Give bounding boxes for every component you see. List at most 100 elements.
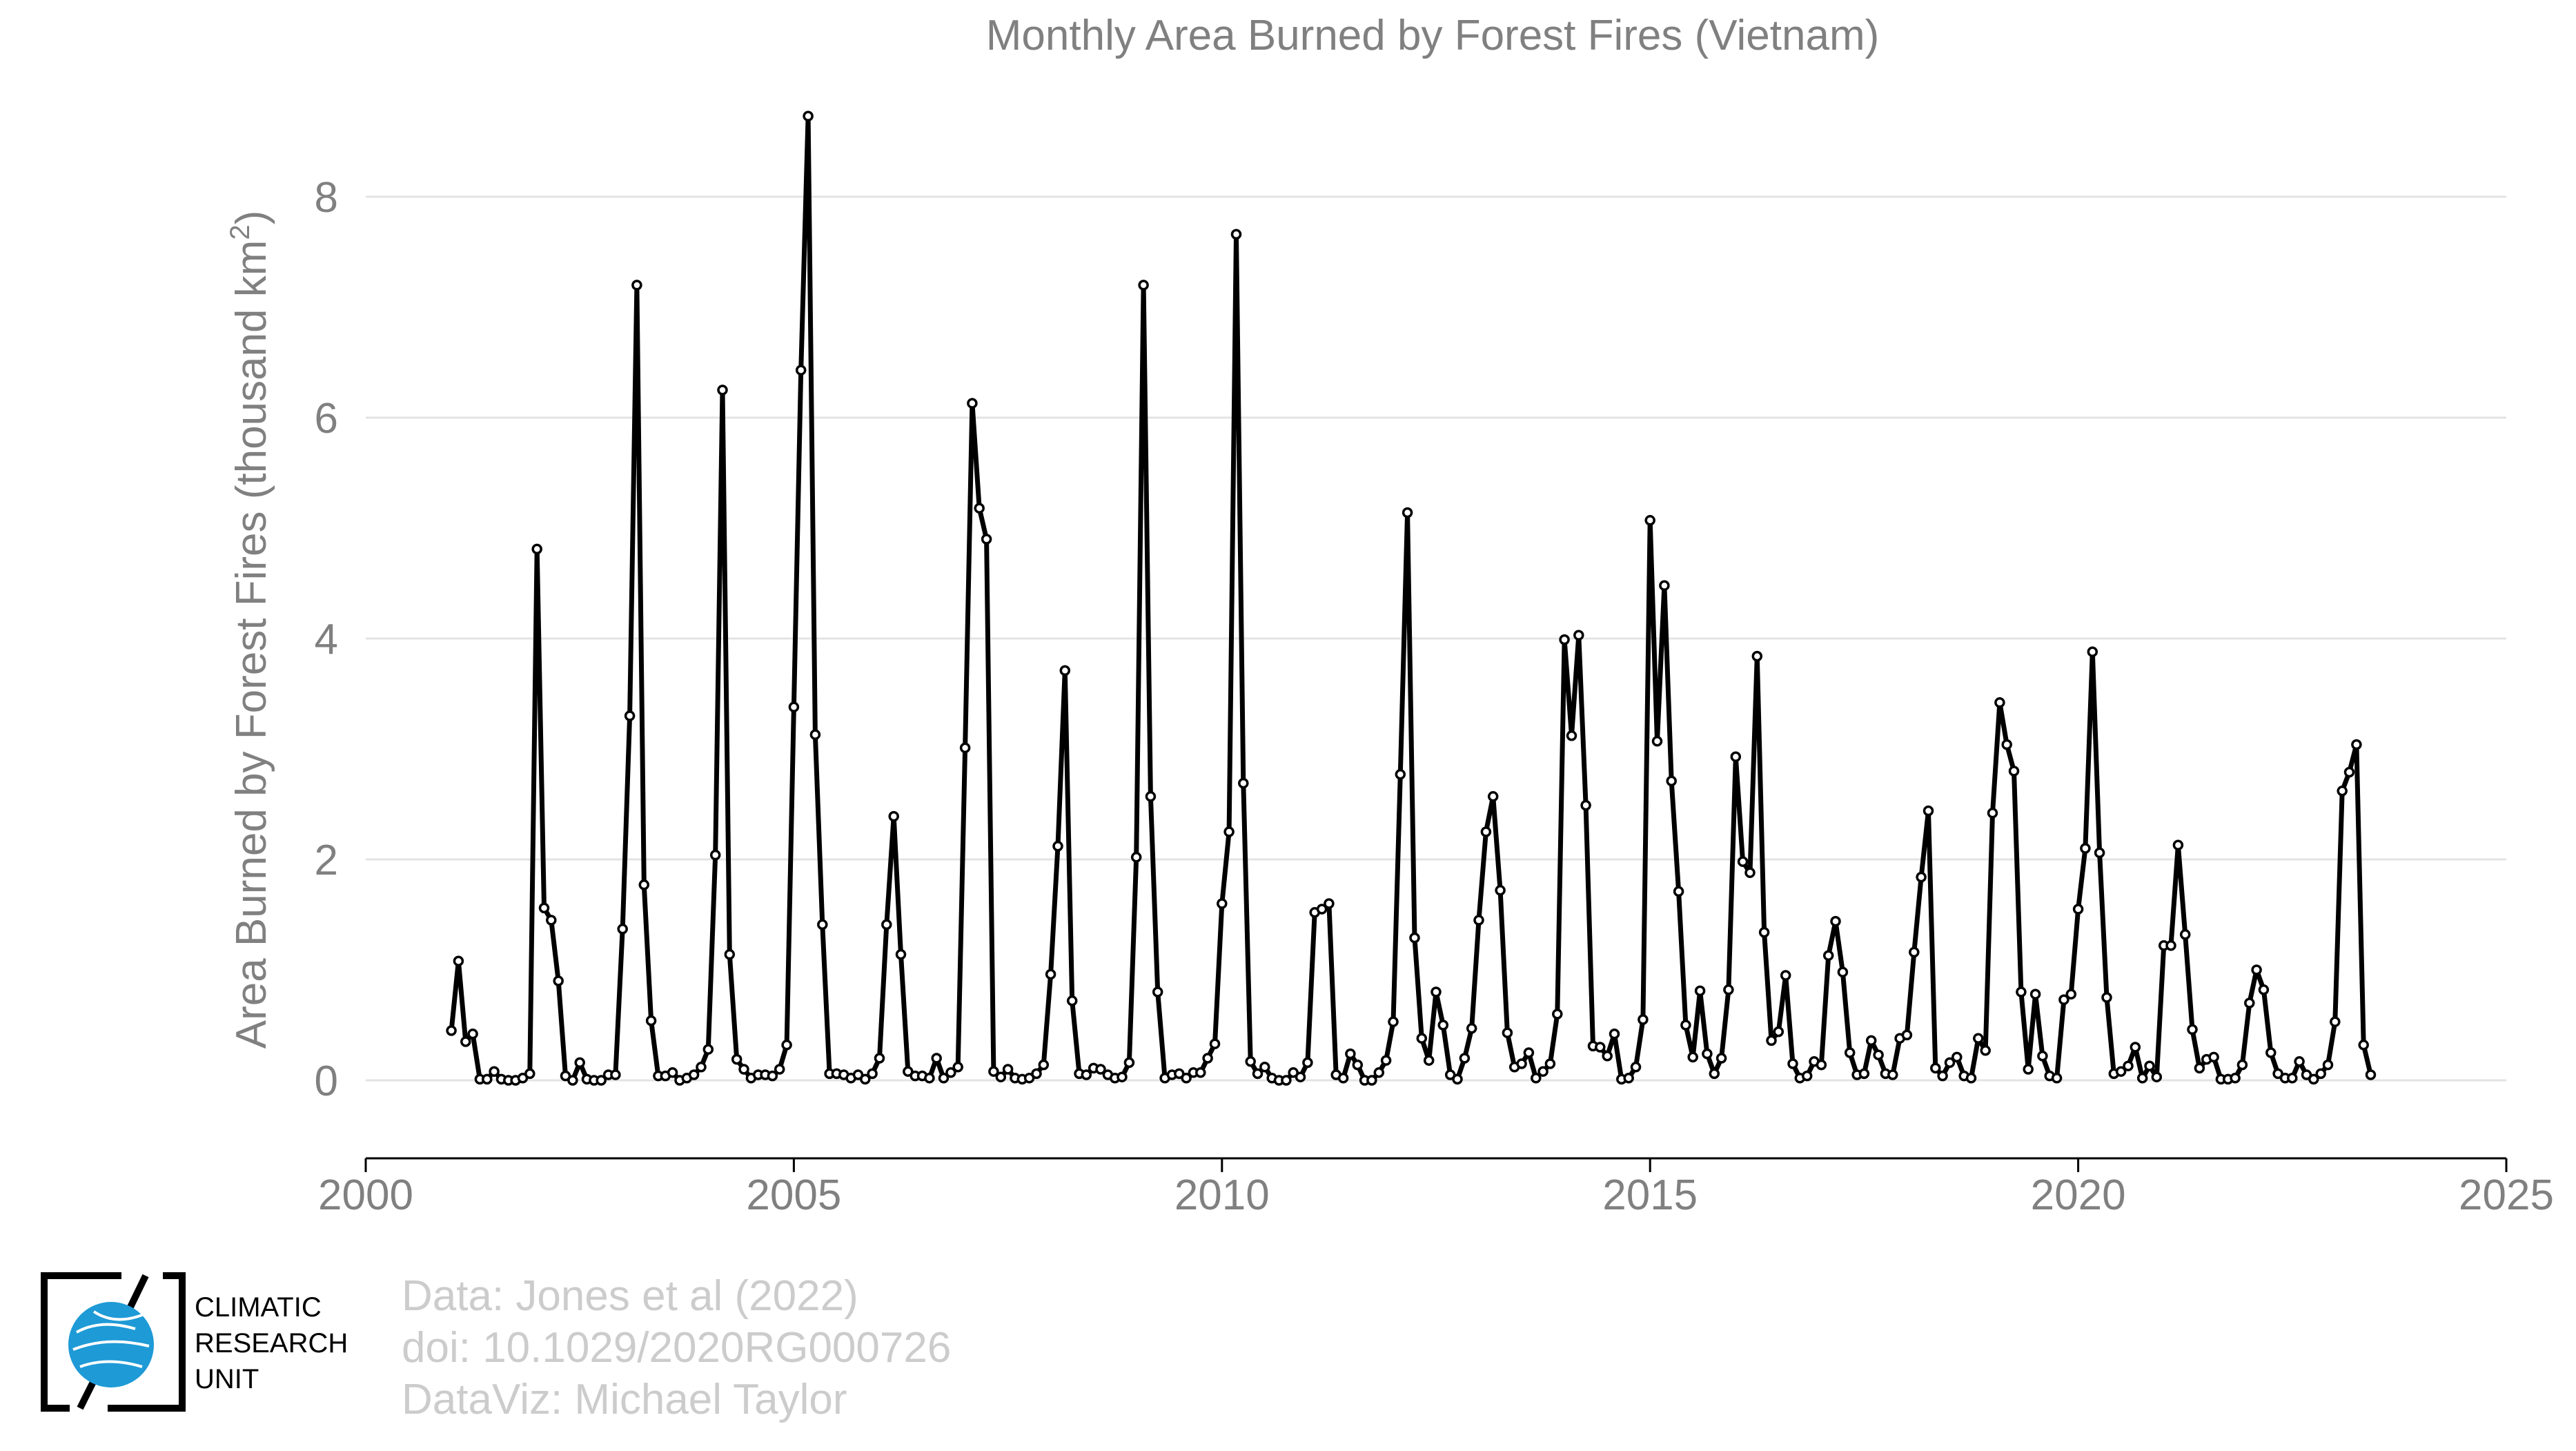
data-point (1858, 1068, 1870, 1080)
data-point (1395, 769, 1406, 780)
data-point (2358, 1040, 2369, 1051)
data-point (1994, 697, 2005, 708)
data-point (645, 1015, 657, 1026)
data-point (446, 1025, 457, 1036)
data-point (1644, 515, 1655, 526)
data-point (1130, 852, 1142, 863)
data-point (1609, 1029, 1620, 1040)
y-axis-ticks: 0 2 4 6 8 (315, 174, 338, 1105)
data-point (1230, 228, 1242, 240)
data-point (1744, 867, 1756, 878)
data-point (2115, 1066, 2127, 1077)
data-point (2337, 786, 2348, 797)
data-point (1209, 1038, 1221, 1049)
data-point (1152, 986, 1163, 997)
data-point (2365, 1069, 2377, 1080)
data-point (767, 1070, 778, 1082)
data-point (1602, 1051, 1613, 1062)
data-point (553, 975, 564, 986)
data-point (1666, 775, 1677, 787)
data-point (638, 879, 650, 890)
logo-bracket-left (41, 1272, 121, 1412)
data-point (1423, 1055, 1435, 1066)
data-point (524, 1068, 535, 1080)
data-point (1252, 1068, 1264, 1080)
data-point (2051, 1073, 2063, 1084)
logo-bracket-right (108, 1272, 186, 1412)
data-point (1002, 1064, 1014, 1075)
data-point (1580, 799, 1591, 811)
data-point (2094, 847, 2105, 859)
data-point (1052, 841, 1063, 852)
data-point (1352, 1059, 1364, 1071)
data-point (1715, 1053, 1727, 1064)
data-point (959, 742, 971, 754)
data-point (781, 1040, 792, 1051)
data-point (1281, 1075, 1292, 1086)
x-tick-label: 2015 (1602, 1171, 1698, 1219)
data-point (2029, 989, 2041, 1000)
data-point (2101, 992, 2112, 1003)
x-tick-label: 2025 (2459, 1171, 2554, 1219)
logo-line: CLIMATIC (195, 1292, 322, 1323)
data-point (1081, 1069, 1092, 1080)
data-point (1416, 1033, 1428, 1044)
data-point (860, 1073, 871, 1085)
data-point (1117, 1071, 1128, 1082)
data-point (596, 1075, 607, 1086)
data-point (888, 810, 899, 822)
x-tick-label: 2000 (318, 1171, 413, 1219)
data-point (631, 280, 642, 291)
data-point (903, 1066, 914, 1077)
data-point (667, 1067, 678, 1078)
data-point (1316, 904, 1328, 915)
data-point (1430, 986, 1442, 997)
data-point (981, 534, 992, 545)
data-point (938, 1073, 950, 1084)
data-point (2265, 1047, 2277, 1058)
logo-line: UNIT (195, 1364, 259, 1394)
data-point (1566, 730, 1577, 741)
data-point (2230, 1073, 2241, 1084)
data-point (945, 1067, 956, 1078)
data-point (1031, 1068, 1042, 1080)
data-point (1822, 950, 1834, 961)
data-point (1466, 1023, 1477, 1034)
data-point (2258, 984, 2270, 995)
data-point (1687, 1051, 1698, 1063)
data-point (738, 1064, 749, 1075)
data-point (1452, 1073, 1463, 1085)
data-point (709, 849, 721, 861)
data-point (1680, 1020, 1691, 1031)
data-point (1402, 507, 1413, 518)
data-point (2037, 1051, 2048, 1062)
data-point (2251, 964, 2262, 975)
data-point (453, 955, 464, 966)
data-point (1345, 1048, 1356, 1060)
data-point (809, 729, 821, 740)
x-tick-label: 2020 (2031, 1171, 2126, 1219)
data-point (1937, 1070, 1948, 1082)
data-point (1202, 1053, 1213, 1064)
data-point (1651, 736, 1663, 747)
data-point (1923, 805, 1934, 817)
data-point (467, 1029, 478, 1040)
data-point (788, 701, 800, 712)
data-point (2001, 739, 2012, 750)
data-point (1865, 1035, 1877, 1046)
data-point (2343, 766, 2355, 778)
data-point (460, 1036, 471, 1047)
data-point (867, 1068, 878, 1080)
data-point (1552, 1009, 1563, 1020)
data-point (1980, 1045, 1991, 1056)
chart-title: Monthly Area Burned by Forest Fires (Vie… (986, 12, 1880, 59)
data-point (1973, 1033, 1984, 1044)
data-point (2087, 646, 2098, 657)
data-point (531, 543, 542, 555)
data-point (817, 919, 828, 931)
data-point (1694, 985, 1706, 997)
data-point (2330, 1016, 2341, 1027)
data-point (2179, 929, 2191, 940)
data-point (2172, 839, 2184, 850)
